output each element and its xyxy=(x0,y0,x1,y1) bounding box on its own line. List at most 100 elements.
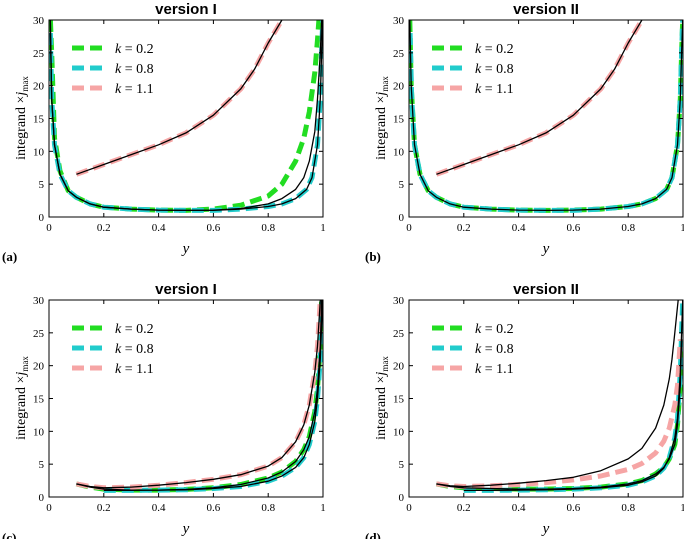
x-tick-label: 1 xyxy=(680,222,684,234)
legend-label: k = 0.8 xyxy=(475,342,514,357)
y-tick-label: 5 xyxy=(39,179,45,191)
reference-curve-5 xyxy=(76,20,283,175)
legend-label: k = 0.2 xyxy=(475,322,514,337)
y-tick-label: 30 xyxy=(33,15,45,27)
y-tick-label: 5 xyxy=(39,459,45,471)
legend: k = 0.2 k = 0.8 k = 1.1 xyxy=(72,322,154,377)
legend-label: k = 0.2 xyxy=(115,42,154,57)
y-tick-label: 25 xyxy=(33,328,45,340)
legend-label: k = 0.2 xyxy=(115,322,154,337)
x-tick-label: 0.6 xyxy=(567,222,581,234)
x-tick-label: 0.8 xyxy=(621,502,635,514)
reference-curve-3 xyxy=(409,20,683,212)
y-axis-label: integrand ×jmax xyxy=(374,356,390,440)
y-tick-label: 20 xyxy=(393,361,405,373)
y-tick-label: 20 xyxy=(33,361,45,373)
y-tick-label: 0 xyxy=(399,492,405,504)
x-axis-label: y xyxy=(541,241,550,257)
x-tick-label: 0.4 xyxy=(152,502,166,514)
panel-title: version II xyxy=(513,281,579,298)
plot-area xyxy=(49,300,323,497)
legend: k = 0.2 k = 0.8 k = 1.1 xyxy=(432,42,514,97)
series-group xyxy=(49,20,323,213)
y-tick-label: 25 xyxy=(393,48,405,60)
legend-label: k = 1.1 xyxy=(475,82,514,97)
panel-title: version I xyxy=(155,281,217,298)
x-tick-label: 0.6 xyxy=(207,222,221,234)
x-tick-label: 0.2 xyxy=(97,502,111,514)
series-group xyxy=(75,300,323,493)
x-tick-label: 0.6 xyxy=(207,502,221,514)
y-tick-label: 30 xyxy=(393,15,405,27)
x-tick-label: 0 xyxy=(46,222,52,234)
x-tick-label: 0.4 xyxy=(512,222,526,234)
legend: k = 0.2 k = 0.8 k = 1.1 xyxy=(432,322,514,377)
legend-label: k = 0.8 xyxy=(475,62,514,77)
reference-curve-4 xyxy=(49,20,323,212)
x-axis-label: y xyxy=(181,241,190,257)
x-tick-label: 0.4 xyxy=(512,502,526,514)
legend-label: k = 1.1 xyxy=(115,362,154,377)
y-tick-label: 15 xyxy=(33,114,45,126)
x-tick-label: 0.8 xyxy=(621,222,635,234)
plot-area xyxy=(49,20,323,217)
reference-curve-5 xyxy=(436,339,683,490)
x-axis-label: y xyxy=(181,521,190,537)
y-axis-label: integrand ×jmax xyxy=(14,76,30,160)
legend-label: k = 1.1 xyxy=(475,362,514,377)
y-tick-label: 30 xyxy=(33,295,45,307)
y-tick-label: 10 xyxy=(393,146,405,158)
panel-letter: (d) xyxy=(365,530,381,539)
y-tick-label: 20 xyxy=(33,81,45,93)
y-tick-label: 0 xyxy=(39,492,45,504)
x-tick-label: 0 xyxy=(406,502,412,514)
panel-letter: (a) xyxy=(2,249,17,264)
y-tick-label: 10 xyxy=(33,426,45,438)
x-tick-label: 1 xyxy=(320,502,326,514)
series-group xyxy=(435,300,683,493)
series-group xyxy=(409,20,683,213)
legend-label: k = 0.8 xyxy=(115,342,154,357)
reference-curve-4 xyxy=(463,300,683,492)
x-tick-label: 0.2 xyxy=(457,502,471,514)
panel-letter: (b) xyxy=(365,249,381,264)
y-tick-label: 30 xyxy=(393,295,405,307)
x-tick-label: 0.8 xyxy=(261,502,275,514)
x-tick-label: 0 xyxy=(406,222,412,234)
plot-area xyxy=(409,20,683,217)
x-tick-label: 1 xyxy=(680,502,684,514)
reference-curve-4 xyxy=(436,20,643,175)
legend-label: k = 0.2 xyxy=(475,42,514,57)
legend-label: k = 0.8 xyxy=(115,62,154,77)
y-axis-label: integrand ×jmax xyxy=(14,356,30,440)
x-tick-label: 0.6 xyxy=(567,502,581,514)
y-tick-label: 20 xyxy=(393,81,405,93)
reference-curve-3 xyxy=(436,300,679,488)
y-tick-label: 5 xyxy=(399,459,405,471)
x-tick-label: 1 xyxy=(320,222,326,234)
x-tick-label: 0.2 xyxy=(97,222,111,234)
y-tick-label: 15 xyxy=(393,114,405,126)
y-tick-label: 25 xyxy=(393,328,405,340)
y-tick-label: 0 xyxy=(39,212,45,224)
x-axis-label: y xyxy=(541,521,550,537)
x-tick-label: 0 xyxy=(46,502,52,514)
y-tick-label: 10 xyxy=(33,146,45,158)
x-tick-label: 0.2 xyxy=(457,222,471,234)
panel-title: version I xyxy=(155,1,217,18)
legend: k = 0.2 k = 0.8 k = 1.1 xyxy=(72,42,154,97)
reference-curve-4 xyxy=(103,300,323,492)
y-tick-label: 15 xyxy=(33,394,45,406)
reference-curve-5 xyxy=(76,300,321,489)
legend-label: k = 1.1 xyxy=(115,82,154,97)
y-tick-label: 15 xyxy=(393,394,405,406)
y-tick-label: 5 xyxy=(399,179,405,191)
y-tick-label: 25 xyxy=(33,48,45,60)
panel-title: version II xyxy=(513,1,579,18)
x-tick-label: 0.4 xyxy=(152,222,166,234)
panel-letter: (c) xyxy=(2,530,16,539)
